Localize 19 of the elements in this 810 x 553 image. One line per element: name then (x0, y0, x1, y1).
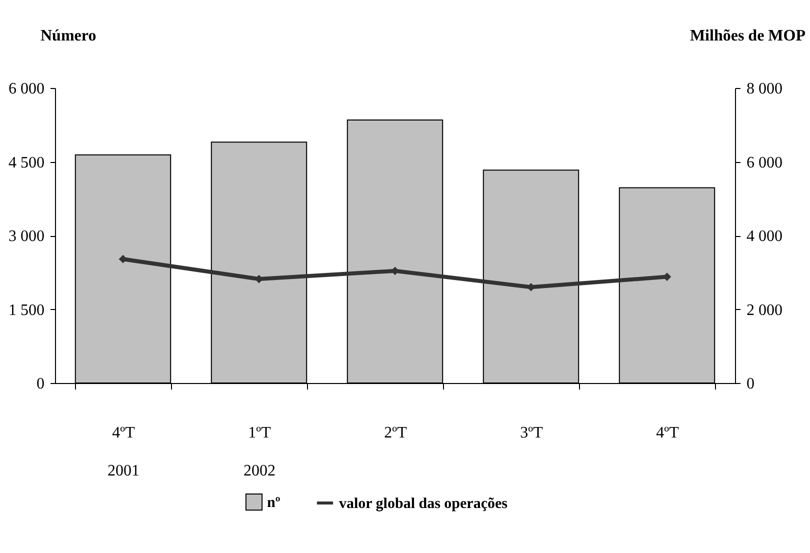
y2-tick-label: 8 000 (746, 80, 782, 98)
y2-tick-label: 0 (746, 376, 754, 392)
category-label: 1ºT 2002 (244, 424, 276, 480)
x-tick-label: 2ºT (384, 424, 408, 442)
y2-tick-label: 6 000 (746, 154, 782, 172)
y-axis-title: Número (40, 28, 96, 44)
y-tick-label: 3 000 (8, 228, 44, 245)
y-tick-label: 1 500 (8, 302, 44, 319)
y-tick-label: 4 500 (8, 154, 44, 172)
y2-tick-label: 2 000 (746, 302, 782, 319)
legend-label: valor global das operações (339, 496, 508, 512)
legend-label: nº (267, 495, 280, 511)
y2-axis-title: Milhões de MOP (690, 28, 806, 44)
category-label: 4ºT 2001 (108, 424, 140, 480)
x-tick-label: 4ºT (656, 424, 680, 442)
x-tick-label: 3ºT (520, 424, 544, 442)
y-tick-label: 0 (36, 376, 44, 392)
y2-tick-label: 4 000 (746, 228, 782, 245)
y-tick-label: 6 000 (8, 80, 44, 98)
